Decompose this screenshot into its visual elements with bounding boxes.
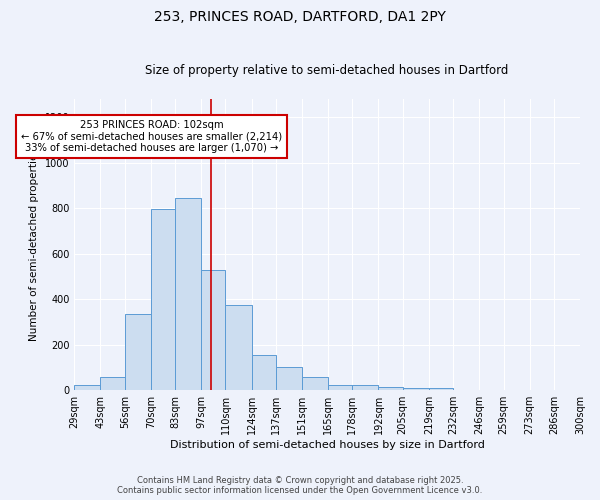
Bar <box>352 384 379 390</box>
Bar <box>100 376 125 390</box>
Bar <box>201 270 226 390</box>
Bar <box>328 384 352 390</box>
Bar <box>175 198 201 390</box>
Bar <box>379 387 403 390</box>
Bar <box>74 384 100 390</box>
Bar <box>276 368 302 390</box>
Bar <box>251 355 276 390</box>
Text: 253 PRINCES ROAD: 102sqm
← 67% of semi-detached houses are smaller (2,214)
33% o: 253 PRINCES ROAD: 102sqm ← 67% of semi-d… <box>21 120 283 153</box>
Bar <box>226 305 251 390</box>
Bar <box>151 210 175 390</box>
X-axis label: Distribution of semi-detached houses by size in Dartford: Distribution of semi-detached houses by … <box>170 440 485 450</box>
Text: 253, PRINCES ROAD, DARTFORD, DA1 2PY: 253, PRINCES ROAD, DARTFORD, DA1 2PY <box>154 10 446 24</box>
Bar <box>403 388 429 390</box>
Title: Size of property relative to semi-detached houses in Dartford: Size of property relative to semi-detach… <box>145 64 509 77</box>
Text: Contains HM Land Registry data © Crown copyright and database right 2025.
Contai: Contains HM Land Registry data © Crown c… <box>118 476 482 495</box>
Bar <box>125 314 151 390</box>
Y-axis label: Number of semi-detached properties: Number of semi-detached properties <box>29 148 40 341</box>
Bar <box>429 388 453 390</box>
Bar <box>302 376 328 390</box>
